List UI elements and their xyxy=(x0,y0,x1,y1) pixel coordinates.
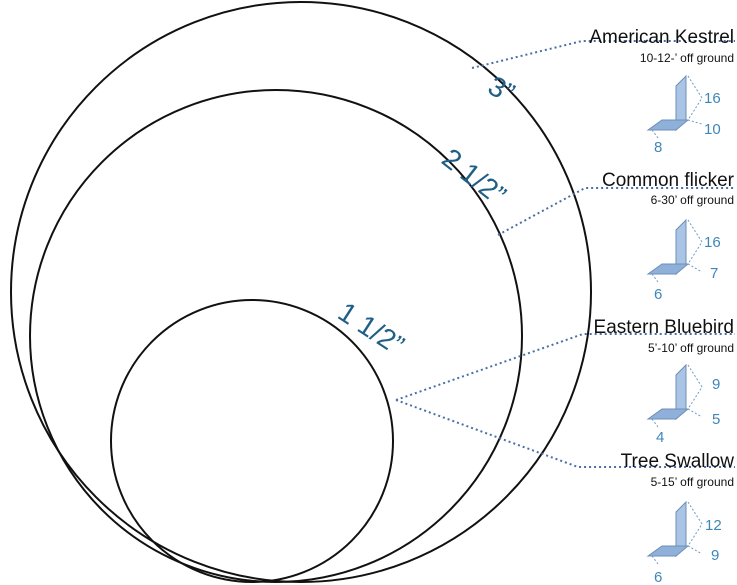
dim-depth-bluebird: 9 xyxy=(712,376,720,393)
size-label-1-5: 1 1/2” xyxy=(333,296,410,361)
circle-2-5-inch xyxy=(29,89,523,583)
dim-width-bluebird: 5 xyxy=(712,411,720,428)
bird-name-flicker: Common flicker xyxy=(602,170,735,191)
board-icon-swallow xyxy=(646,500,703,565)
dim-depth-kestrel: 16 xyxy=(704,90,721,107)
size-label-3: 3” xyxy=(483,70,520,109)
leader-kestrel xyxy=(471,40,735,69)
leader-bluebird xyxy=(395,333,735,401)
dim-front-kestrel: 8 xyxy=(654,139,662,156)
board-icon-kestrel xyxy=(646,74,703,139)
board-icon-flicker xyxy=(646,218,703,283)
dim-front-swallow: 6 xyxy=(654,569,662,585)
bird-height-kestrel: 10-12-’ off ground xyxy=(640,51,734,65)
bird-name-kestrel: American Kestrel xyxy=(589,27,734,48)
size-label-2-5: 2 1/2” xyxy=(436,142,512,211)
dim-front-bluebird: 4 xyxy=(656,429,664,446)
dim-width-swallow: 9 xyxy=(711,547,719,564)
circle-1-5-inch xyxy=(110,299,394,583)
dim-depth-swallow: 12 xyxy=(705,517,722,534)
circle-3-inch xyxy=(10,1,592,583)
board-icon-bluebird xyxy=(646,363,703,428)
bird-height-swallow: 5-15’ off ground xyxy=(651,475,734,489)
bird-name-swallow: Tree Swallow xyxy=(621,451,735,472)
bird-height-flicker: 6-30’ off ground xyxy=(651,193,734,207)
bird-name-bluebird: Eastern Bluebird xyxy=(594,317,734,338)
dim-width-flicker: 7 xyxy=(710,265,718,282)
dim-front-flicker: 6 xyxy=(654,286,662,303)
bird-height-bluebird: 5’-10’ off ground xyxy=(648,341,734,355)
dim-width-kestrel: 10 xyxy=(704,121,721,138)
dim-depth-flicker: 16 xyxy=(704,234,721,251)
